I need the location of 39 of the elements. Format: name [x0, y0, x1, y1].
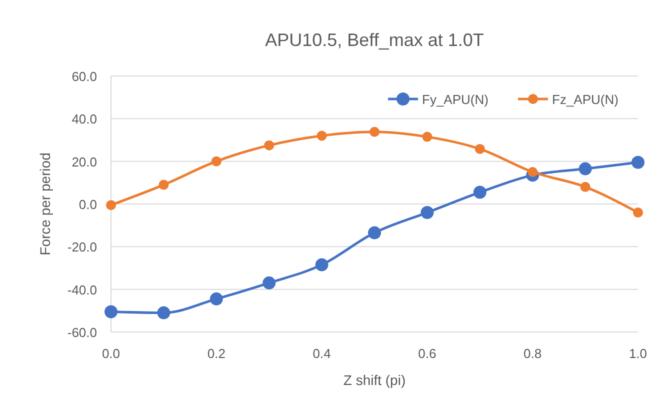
point — [264, 140, 274, 150]
legend-label: Fz_APU(N) — [552, 92, 618, 107]
point — [528, 167, 538, 177]
point — [368, 226, 381, 240]
point — [106, 200, 116, 210]
y-tick-label: 40.0 — [72, 112, 97, 127]
x-tick-label: 0.8 — [524, 346, 542, 361]
point — [473, 186, 486, 199]
point — [210, 292, 223, 306]
point — [315, 258, 328, 272]
x-tick-label: 0.0 — [102, 346, 120, 361]
point — [422, 132, 432, 142]
point — [580, 182, 590, 192]
x-tick-label: 0.4 — [312, 346, 331, 361]
point — [316, 130, 327, 141]
point — [211, 156, 222, 166]
point — [578, 162, 592, 176]
y-tick-label: 60.0 — [72, 69, 97, 84]
y-tick-label: 20.0 — [72, 154, 97, 170]
y-tick-label: -40.0 — [67, 282, 97, 298]
point — [262, 276, 276, 290]
point — [158, 180, 169, 190]
x-tick-label: 1.0 — [628, 346, 648, 361]
x-tick-label: 0.6 — [418, 346, 436, 361]
legend-label: Fy_APU(N) — [422, 92, 488, 107]
point — [632, 156, 644, 169]
y-tick-label: 0.0 — [78, 197, 97, 212]
chart-title: APU10.5, Beff_max at 1.0T — [265, 30, 484, 50]
point — [420, 206, 434, 220]
point — [633, 208, 643, 218]
point — [104, 305, 118, 318]
x-axis-title: Z shift (pi) — [343, 372, 406, 388]
x-tick-label: 0.2 — [207, 346, 226, 361]
y-tick-label: -20.0 — [67, 240, 97, 255]
y-axis-title: Force per period — [37, 152, 53, 256]
point — [157, 306, 170, 320]
y-tick-label: -60.0 — [67, 325, 97, 340]
point — [474, 144, 485, 154]
point — [370, 126, 380, 137]
